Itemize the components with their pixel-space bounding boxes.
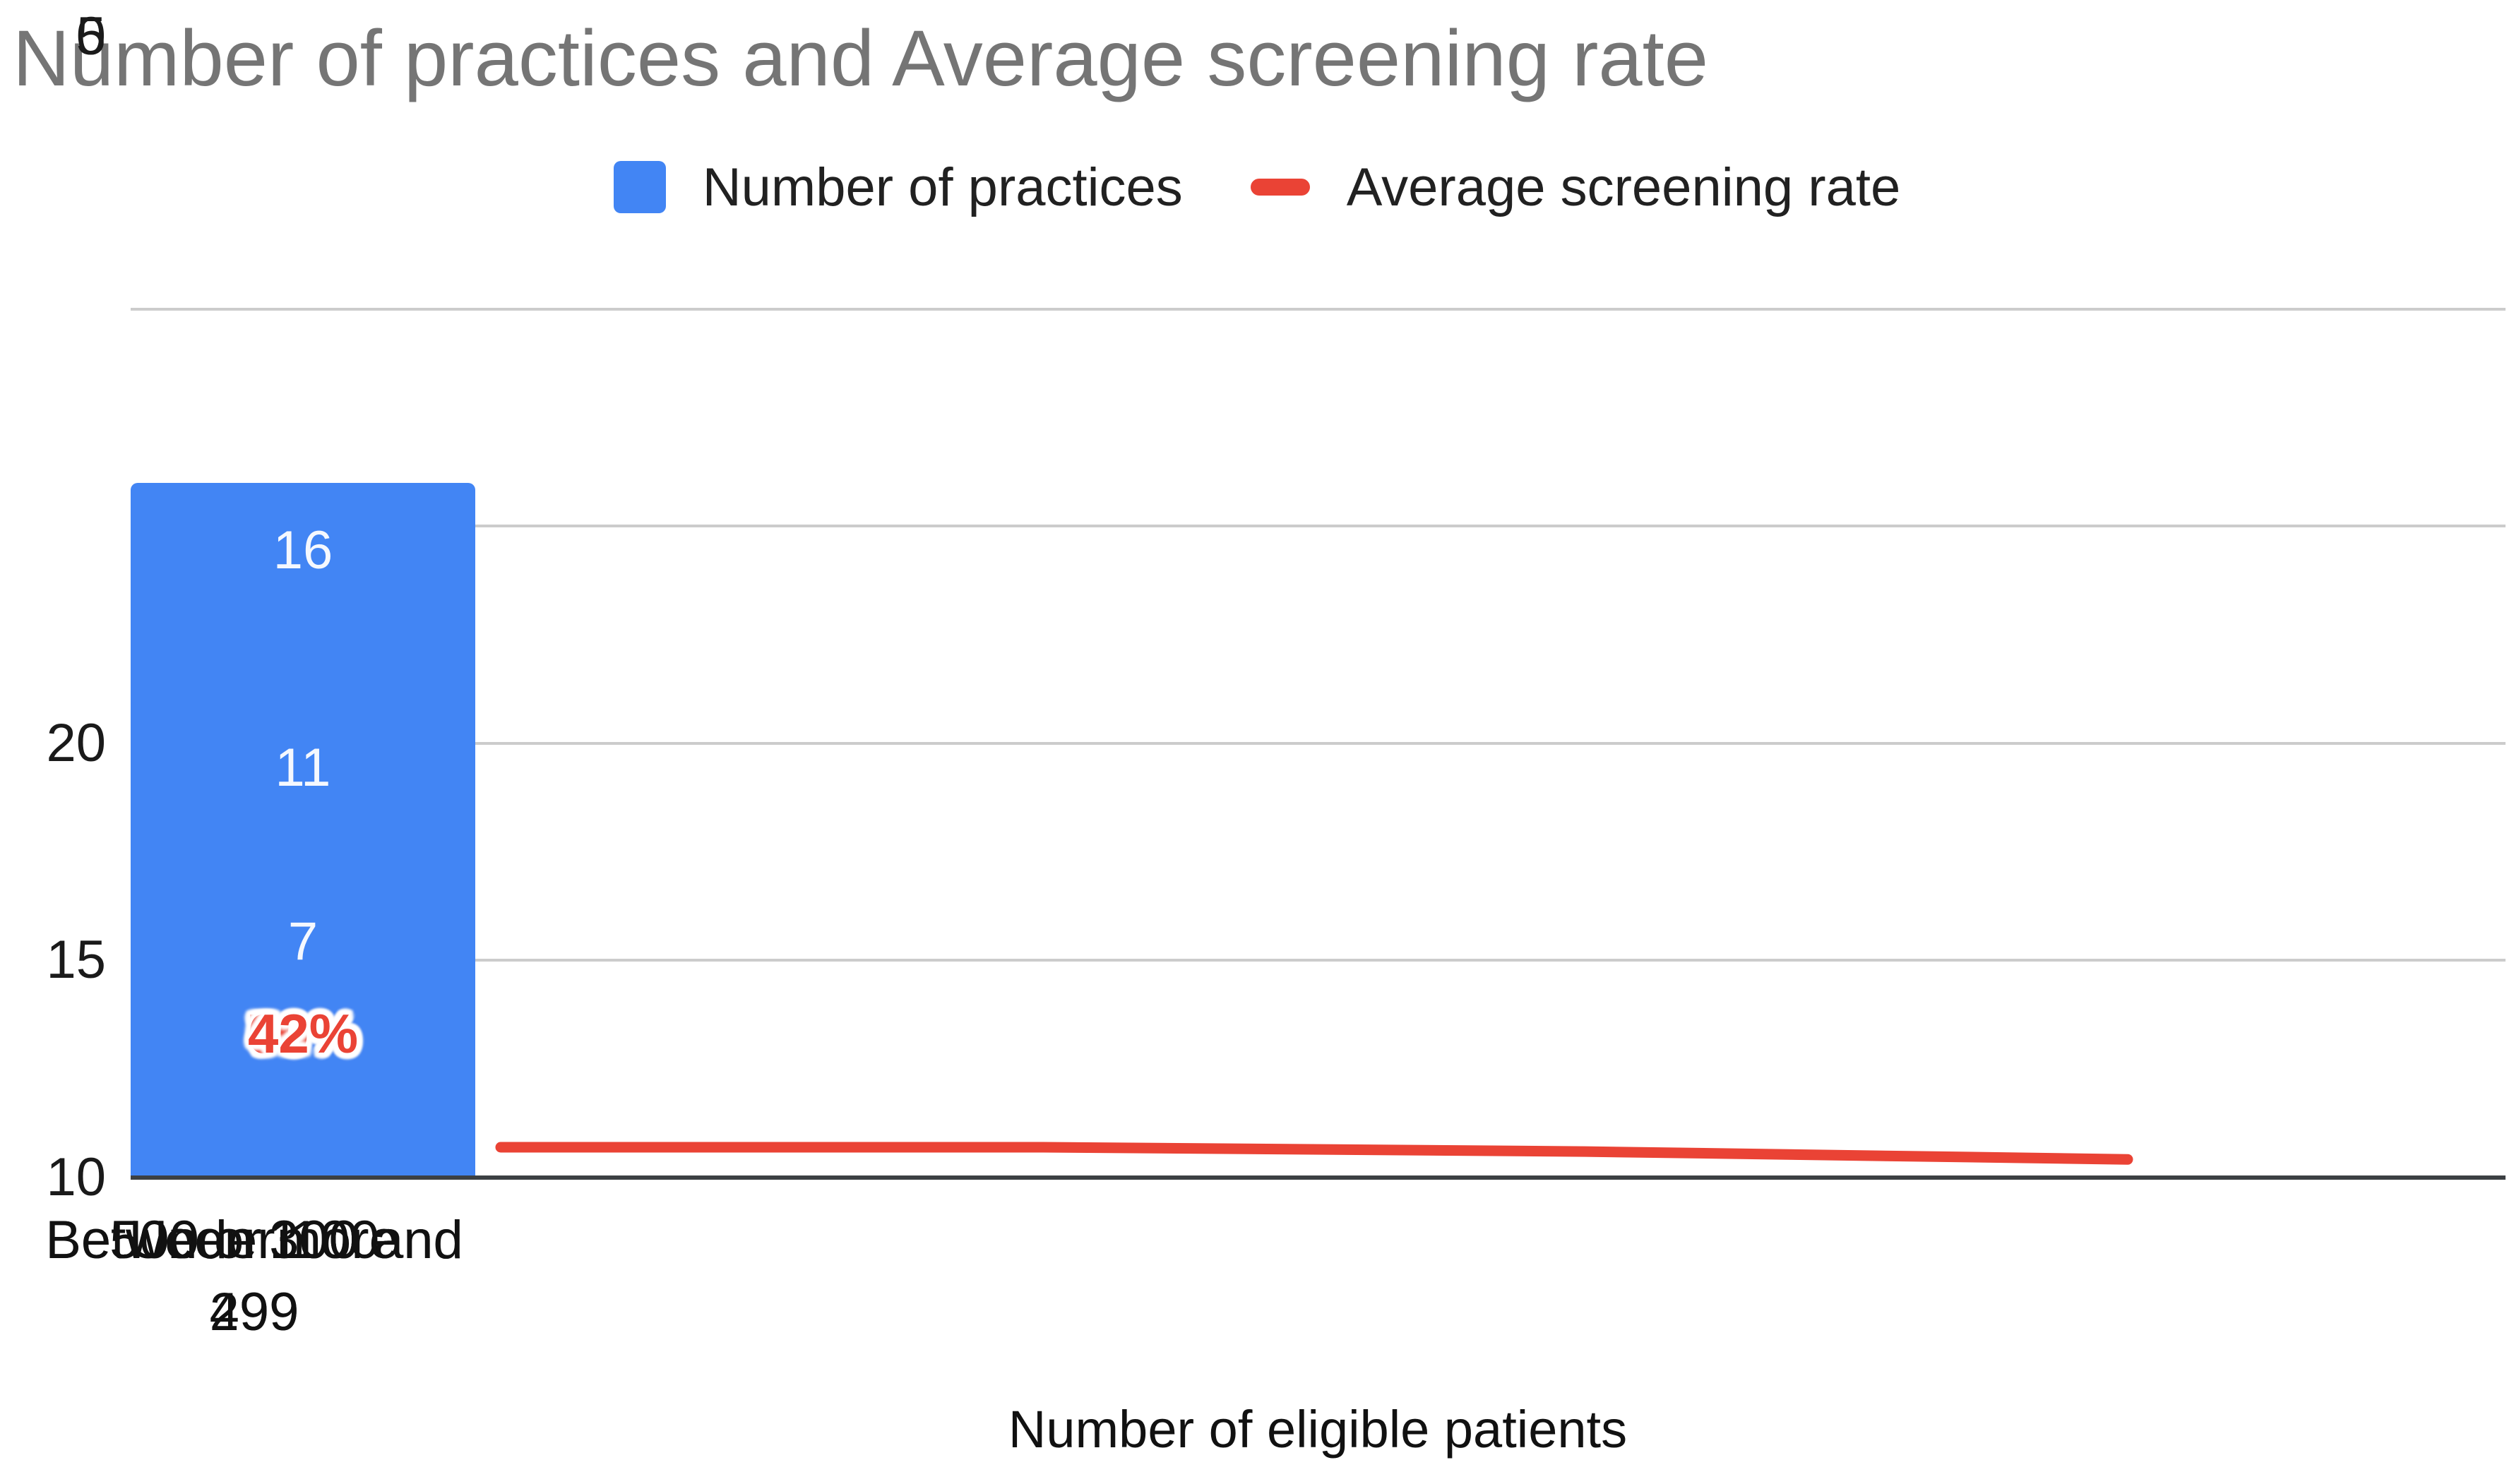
x-category-between-100-299: Between 100 and 299 <box>45 1210 463 1342</box>
gridline-15 <box>131 525 2506 527</box>
bar-value-label: 16 <box>273 520 333 580</box>
legend-label: Number of practices <box>702 157 1183 217</box>
bar-value-label: 7 <box>287 911 318 971</box>
chart-title: Number of practices and Average screenin… <box>13 14 1709 102</box>
legend-bar-swatch-icon <box>613 161 666 213</box>
legend-label: Average screening rate <box>1346 157 1901 217</box>
x-category-under-100: Under 100 <box>129 1210 380 1270</box>
rate-data-label: 70% <box>247 1003 359 1065</box>
y-tick-5: 5 <box>76 6 106 66</box>
plot-area: 12 16 11 7 70% 70% 60% 42% <box>131 308 2506 1180</box>
legend-line-swatch-icon <box>1250 179 1310 196</box>
bar-500-or-more[interactable]: 7 <box>131 873 475 1178</box>
gridline-10 <box>131 742 2506 745</box>
x-axis-title: Number of eligible patients <box>1008 1400 1628 1459</box>
x-category-between-300-499: Between 300 and 499 <box>45 1210 463 1342</box>
x-category-500-or-more: 500 or more <box>109 1210 399 1270</box>
legend: Number of practices Average screening ra… <box>0 138 2514 237</box>
y-tick-15: 15 <box>46 930 106 990</box>
screening-rate-line[interactable] <box>131 309 2506 1178</box>
bar-value-label: 11 <box>275 737 331 798</box>
gridline-5 <box>131 959 2506 962</box>
rate-data-label: 42% <box>247 1003 359 1065</box>
y-tick-20: 20 <box>46 713 106 773</box>
legend-item-average-screening-rate[interactable]: Average screening rate <box>1250 157 1901 218</box>
rate-data-label: 60% <box>247 1003 359 1065</box>
rate-data-label: 70% <box>247 1003 359 1065</box>
legend-item-number-of-practices[interactable]: Number of practices <box>613 157 1183 218</box>
x-axis-baseline <box>131 1175 2506 1180</box>
gridline-20 <box>131 308 2506 311</box>
y-tick-0: 0 <box>76 6 106 66</box>
y-tick-10: 10 <box>46 1147 106 1207</box>
